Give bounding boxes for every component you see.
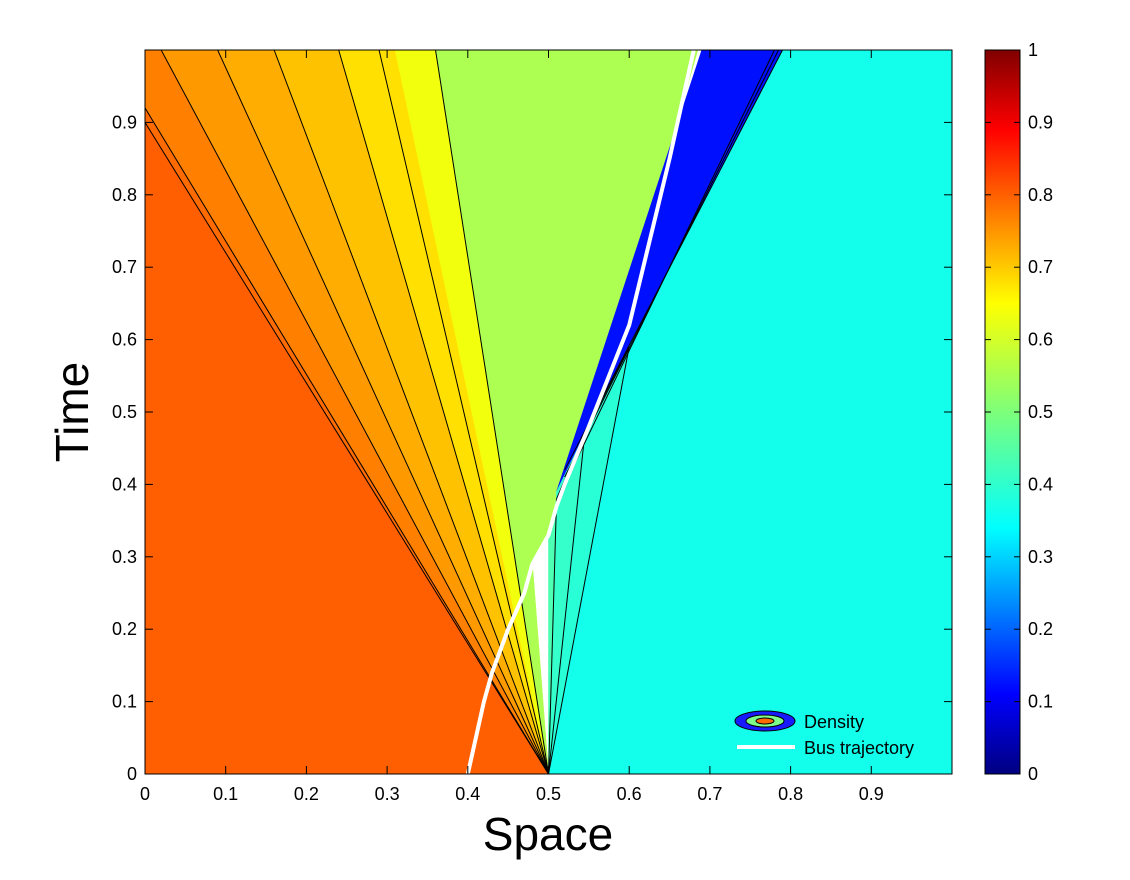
- contour-line-10: [548, 346, 630, 774]
- x-tick-label: 0.3: [375, 784, 400, 804]
- colorbar-tick-label: 0: [1028, 764, 1038, 784]
- x-tick-label: 0.2: [294, 784, 319, 804]
- bus-trajectory-line: [465, 50, 696, 774]
- bus-trajectory-layer: [465, 50, 696, 774]
- colorbar-tick-label: 0.3: [1028, 547, 1053, 567]
- colorbar-tick-label: 0.7: [1028, 257, 1053, 277]
- y-axis-ticks: 0 0.1 0.2 0.3 0.4 0.5 0.6 0.7 0.8 0.9: [112, 112, 952, 784]
- x-tick-label: 0.5: [536, 784, 561, 804]
- y-tick-label: 0.4: [112, 474, 137, 494]
- colorbar-ticks: 0 0.1 0.2 0.3 0.4 0.5 0.6 0.7 0.8 0.9 1: [985, 40, 1053, 784]
- colorbar-tick-label: 0.1: [1028, 692, 1053, 712]
- y-tick-label: 0.3: [112, 547, 137, 567]
- x-tick-label: 0.1: [213, 784, 238, 804]
- contour-line-0: [145, 122, 549, 774]
- contour-line-5: [338, 50, 549, 774]
- colorbar-tick-label: 1: [1028, 40, 1038, 60]
- y-tick-label: 0.7: [112, 257, 137, 277]
- colorbar-tick-label: 0.2: [1028, 619, 1053, 639]
- y-tick-label: 0.6: [112, 330, 137, 350]
- density-regions: [145, 50, 952, 774]
- y-tick-label: 0.5: [112, 402, 137, 422]
- y-tick-label: 0.9: [112, 112, 137, 132]
- y-tick-label: 0.2: [112, 619, 137, 639]
- colorbar: 0 0.1 0.2 0.3 0.4 0.5 0.6 0.7 0.8 0.9 1: [984, 40, 1053, 784]
- colorbar-tick-label: 0.5: [1028, 402, 1053, 422]
- colorbar-tick-label: 0.8: [1028, 185, 1053, 205]
- contour-line-3: [217, 50, 549, 774]
- contour-line-1: [145, 107, 549, 774]
- contour-line-7: [435, 50, 549, 774]
- contour-line-4: [273, 50, 549, 774]
- x-axis-ticks: 0 0.1 0.2 0.3 0.4 0.5 0.6 0.7 0.8 0.9: [140, 50, 884, 804]
- y-tick-label: 0.1: [112, 692, 137, 712]
- colorbar-tick-label: 0.4: [1028, 474, 1053, 494]
- legend-bus-trajectory-label: Bus trajectory: [804, 738, 914, 758]
- legend-density-symbol: [734, 710, 796, 732]
- x-tick-label: 0.7: [697, 784, 722, 804]
- contour-line-2: [160, 50, 549, 774]
- colorbar-tick-label: 0.6: [1028, 330, 1053, 350]
- y-tick-label: 0.8: [112, 185, 137, 205]
- contour-lines: [145, 50, 783, 774]
- x-tick-label: 0.4: [455, 784, 480, 804]
- legend-density-label: Density: [804, 712, 864, 732]
- y-tick-label: 0: [127, 764, 137, 784]
- x-tick-label: 0.9: [859, 784, 884, 804]
- contour-line-9: [548, 433, 586, 774]
- legend: Density Bus trajectory: [734, 710, 914, 758]
- x-tick-label: 0: [140, 784, 150, 804]
- colorbar-tick-label: 0.9: [1028, 112, 1053, 132]
- contour-line-8: [548, 498, 558, 774]
- x-tick-label: 0.6: [617, 784, 642, 804]
- plot-area: [145, 50, 952, 774]
- x-tick-label: 0.8: [778, 784, 803, 804]
- x-axis-label: Space: [483, 808, 613, 860]
- y-axis-label: Time: [46, 362, 98, 463]
- contour-line-6: [378, 50, 549, 774]
